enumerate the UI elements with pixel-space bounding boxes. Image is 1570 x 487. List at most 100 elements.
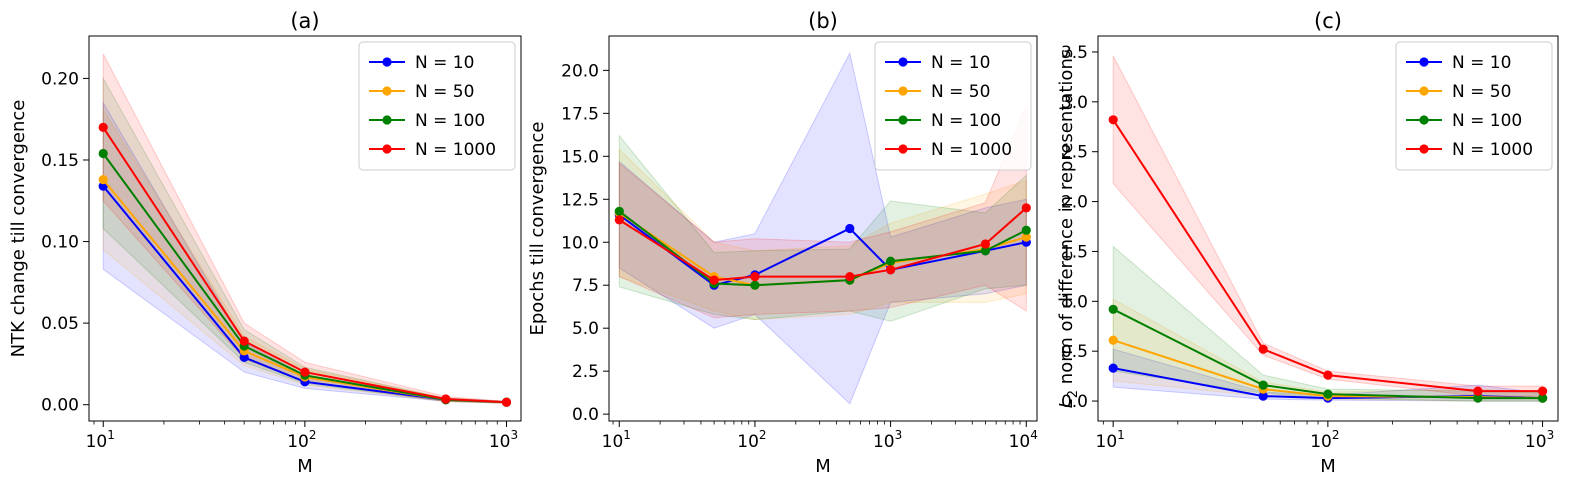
chart-a-legend: N = 10 N = 50 N = 100 N = 1000: [358, 41, 516, 171]
chart-b-y-tick-label: 5.0: [572, 319, 599, 339]
chart-c-legend-label-n-10: N = 10: [1452, 53, 1511, 73]
chart-b-y-tick-label: 10.0: [561, 233, 599, 253]
chart-c-point-n-100-3: [1473, 393, 1483, 403]
chart-b-legend-marker-n-50: [898, 86, 908, 96]
chart-a-legend-marker-n-10: [382, 57, 392, 67]
chart-c-x-tick-label: 102: [1310, 428, 1339, 452]
chart-c-legend-label-n-1000: N = 1000: [1452, 140, 1533, 160]
chart-c-legend-label-n-100: N = 100: [1452, 111, 1522, 131]
chart-a-x-tick-label: 103: [489, 428, 518, 452]
chart-c-x-tick-label: 103: [1525, 428, 1554, 452]
chart-a-legend-marker-n-100: [382, 115, 392, 125]
chart-b-point-n-100-2: [750, 280, 760, 290]
chart-a-legend-label-n-10: N = 10: [415, 53, 474, 73]
chart-b-point-n-1000-0: [614, 215, 624, 225]
chart-c-point-n-1000-1: [1258, 344, 1268, 354]
chart-c-point-n-1000-0: [1108, 115, 1118, 125]
chart-b-point-n-50-6: [1021, 232, 1031, 242]
chart-b-legend-label-n-50: N = 50: [931, 82, 990, 102]
chart-b-x-tick-label: 103: [873, 428, 902, 452]
chart-c-legend-marker-n-100: [1419, 115, 1429, 125]
chart-a-legend-marker-n-50: [382, 86, 392, 96]
chart-c-legend-box: [1395, 41, 1553, 171]
chart-a-title: (a): [290, 9, 319, 33]
chart-a-point-n-50-0: [98, 175, 108, 185]
chart-a-point-n-1000-0: [98, 122, 108, 132]
chart-a-x-tick-label: 101: [86, 428, 115, 452]
chart-b-point-n-100-4: [886, 256, 896, 266]
chart-b-x-tick-label: 101: [602, 428, 631, 452]
chart-a-y-axis-label: NTK change till convergence: [8, 100, 29, 358]
chart-c-point-n-1000-2: [1323, 370, 1333, 380]
chart-a-y-tick-label: 0.05: [41, 314, 79, 334]
chart-c-legend-marker-n-50: [1419, 86, 1429, 96]
chart-b-point-n-100-6: [1021, 225, 1031, 235]
chart-b: 101 102 103 104 0.0 2.5 5.0 7.5 10.0 12.5 15.0 17.5…: [527, 9, 1038, 477]
chart-c-y-tick-label: 0.5: [1061, 342, 1088, 362]
chart-a-point-n-1000-4: [501, 397, 512, 407]
chart-b-band-n-1000: [618, 104, 1027, 319]
chart-b-point-n-1000-5: [980, 239, 991, 249]
chart-a-x-axis-label: M: [297, 456, 313, 477]
chart-c-y-tick-label: 2.5: [1061, 143, 1088, 163]
chart-b-point-n-1000-4: [886, 265, 896, 275]
chart-a-legend-label-n-50: N = 50: [415, 82, 474, 102]
chart-b-y-tick-label: 0.0: [572, 405, 599, 425]
chart-c-x-tick-label: 101: [1096, 428, 1125, 452]
chart-b-x-tick-label: 104: [1009, 428, 1038, 452]
chart-c-legend-label-n-50: N = 50: [1452, 82, 1511, 102]
chart-c-legend-marker-n-10: [1419, 57, 1429, 67]
chart-b-y-tick-label: 2.5: [572, 362, 599, 382]
chart-b-point-n-1000-6: [1021, 203, 1031, 213]
chart-b-y-axis-label: Epochs till convergence: [527, 121, 548, 335]
chart-a-legend-label-n-100: N = 100: [415, 111, 485, 131]
chart-c-title: (c): [1314, 9, 1342, 33]
chart-c-y-tick-label: 3.5: [1061, 43, 1088, 63]
chart-a-y-tick-label: 0.20: [41, 69, 79, 89]
chart-b-legend-label-n-100: N = 100: [931, 111, 1001, 131]
chart-c-point-n-100-4: [1538, 393, 1548, 403]
chart-b-axes-frame: [608, 35, 1038, 422]
chart-b-band-n-10: [618, 51, 1027, 405]
chart-b-legend-label-n-1000: N = 1000: [931, 140, 1012, 160]
chart-c-point-n-10-0: [1108, 363, 1118, 373]
chart-c-y-tick-label: 2.0: [1061, 193, 1088, 213]
chart-c-y-tick-label: 1.0: [1061, 292, 1088, 312]
chart-b-legend-marker-n-100: [898, 115, 908, 125]
chart-a-point-n-1000-2: [300, 367, 310, 377]
chart-c-point-n-10-1: [1258, 391, 1268, 401]
chart-b-point-n-100-5: [980, 246, 991, 256]
chart-a-y-tick-label: 0.00: [41, 396, 79, 416]
chart-b-point-n-1000-2: [750, 272, 760, 282]
chart-c-y-tick-label: 0.0: [1061, 392, 1088, 412]
chart-c-point-n-100-2: [1323, 389, 1333, 399]
chart-b-legend: N = 10 N = 50 N = 100 N = 1000: [874, 41, 1032, 171]
chart-a-legend-box: [358, 41, 516, 171]
chart-a-y-tick-label: 0.15: [41, 151, 79, 171]
chart-a-legend-label-n-1000: N = 1000: [415, 140, 496, 160]
chart-b-legend-label-n-10: N = 10: [931, 53, 990, 73]
chart-c-point-n-1000-4: [1538, 386, 1548, 396]
chart-a-legend-marker-n-1000: [382, 144, 392, 154]
chart-c-y-axis-label: L2 norm of difference in representations: [1056, 49, 1081, 408]
chart-b-x-tick-label: 102: [737, 428, 766, 452]
chart-b-legend-box: [874, 41, 1032, 171]
chart-a-y-tick-label: 0.10: [41, 233, 79, 253]
chart-b-legend-marker-n-1000: [898, 144, 908, 154]
chart-c: 101 102 103 0.0 0.5 1.0 1.5 2.0 2.5 3.0 3.5 (c) M L2 …: [1056, 9, 1559, 477]
chart-b-point-n-1000-1: [709, 275, 719, 285]
chart-c-y-tick-label: 1.5: [1061, 242, 1088, 262]
chart-a-point-n-10-1: [239, 352, 249, 362]
chart-b-band-n-100: [618, 134, 1027, 322]
chart-c-point-n-50-0: [1108, 335, 1118, 345]
chart-c-legend: N = 10 N = 50 N = 100 N = 1000: [1395, 41, 1553, 171]
chart-b-point-n-100-0: [614, 206, 624, 216]
chart-a-point-n-1000-1: [239, 336, 249, 346]
chart-c-legend-marker-n-1000: [1419, 144, 1429, 154]
chart-a-x-tick-label: 102: [287, 428, 316, 452]
chart-b-y-tick-label: 15.0: [561, 147, 599, 167]
chart-c-point-n-100-1: [1258, 380, 1268, 390]
chart-c-x-axis-label: M: [1320, 456, 1336, 477]
chart-a: 101 102 103 0.00 0.05 0.10 0.15 0.20 (a) M NTK cha…: [8, 9, 522, 477]
